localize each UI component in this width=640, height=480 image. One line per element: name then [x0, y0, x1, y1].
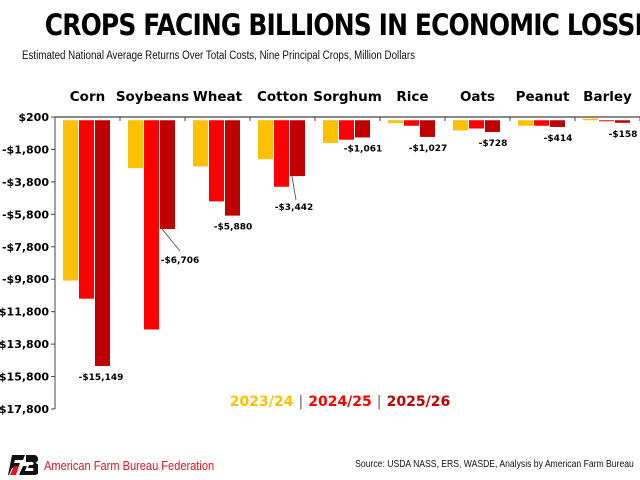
legend-item-2023-24: 2023/24 — [229, 394, 294, 410]
data-label: -$5,880 — [214, 223, 252, 233]
organization-name: American Farm Bureau Federation — [44, 457, 215, 473]
bar-2025-26-rice — [420, 120, 435, 137]
bar-2025-26-sorghum — [355, 120, 370, 138]
data-label: -$3,442 — [275, 203, 313, 213]
data-label: -$158 — [609, 130, 638, 140]
bar-2024-25-corn — [79, 120, 94, 299]
category-label: Cotton — [257, 89, 308, 105]
bar-2025-26-cotton — [290, 120, 305, 177]
category-label: Peanut — [516, 89, 570, 105]
data-label: -$1,061 — [344, 144, 382, 154]
bar-2024-25-sorghum — [339, 120, 354, 140]
bar-2024-25-barley — [599, 120, 614, 122]
data-label: -$6,706 — [161, 256, 199, 266]
y-tick-label: -$3,800 — [2, 176, 49, 189]
data-label: -$1,027 — [409, 144, 447, 154]
bar-2023-24-soybeans — [128, 120, 143, 169]
y-tick-label: -$13,800 — [0, 338, 49, 351]
afbf-logo: American Farm Bureau Federation — [8, 455, 244, 475]
data-label: -$15,149 — [79, 373, 124, 383]
legend: 2023/24 | 2024/25 | 2025/26 — [0, 394, 640, 410]
bar-2024-25-rice — [404, 120, 419, 126]
bar-2023-24-sorghum — [323, 120, 338, 143]
y-tick-label: $200 — [18, 111, 49, 124]
bar-2023-24-cotton — [258, 120, 273, 160]
legend-separator: | — [298, 394, 304, 410]
chart-title: CROPS FACING BILLIONS IN ECONOMIC LOSSES — [44, 8, 640, 42]
bar-2023-24-oats — [453, 120, 468, 131]
y-tick-label: -$7,800 — [2, 241, 49, 254]
farm-bureau-logo-icon — [8, 455, 38, 475]
bar-2025-26-corn — [95, 120, 110, 366]
category-label: Rice — [396, 89, 428, 105]
category-label: Soybeans — [116, 89, 189, 105]
category-label: Oats — [460, 89, 495, 105]
bar-2025-26-peanut — [550, 120, 565, 127]
data-label: -$414 — [544, 134, 573, 144]
legend-separator: | — [376, 394, 382, 410]
bar-2023-24-corn — [63, 120, 78, 281]
data-label: -$728 — [479, 139, 508, 149]
category-label: Corn — [70, 89, 105, 105]
bar-2025-26-wheat — [225, 120, 240, 216]
bar-2024-25-oats — [469, 120, 484, 129]
y-tick-label: -$11,800 — [0, 306, 49, 319]
bar-2024-25-cotton — [274, 120, 289, 187]
bar-2023-24-wheat — [193, 120, 208, 167]
chart-subtitle: Estimated National Average Returns Over … — [22, 50, 415, 62]
leader-line — [161, 228, 181, 252]
y-tick-label: -$5,800 — [2, 208, 49, 221]
y-tick-label: -$17,800 — [0, 403, 49, 416]
category-label: Barley — [583, 89, 632, 105]
bar-2023-24-barley — [583, 118, 598, 121]
leader-line — [291, 176, 297, 201]
bar-2024-25-soybeans — [144, 120, 159, 330]
bar-2024-25-peanut — [534, 120, 549, 126]
source-note: Source: USDA NASS, ERS, WASDE, Analysis … — [355, 458, 634, 470]
bar-2025-26-soybeans — [160, 120, 175, 230]
legend-item-2025-26: 2025/26 — [386, 394, 451, 410]
y-tick-label: -$1,800 — [2, 143, 49, 156]
legend-item-2024-25: 2024/25 — [308, 394, 372, 410]
y-tick-label: -$15,800 — [0, 371, 49, 384]
bar-2023-24-rice — [388, 120, 403, 124]
category-label: Sorghum — [313, 89, 382, 105]
y-tick-label: -$9,800 — [2, 273, 49, 286]
category-label: Wheat — [193, 89, 243, 105]
bar-2025-26-barley — [615, 120, 630, 123]
bar-2023-24-peanut — [518, 120, 533, 126]
bar-2025-26-oats — [485, 120, 500, 133]
bar-2024-25-wheat — [209, 120, 224, 202]
